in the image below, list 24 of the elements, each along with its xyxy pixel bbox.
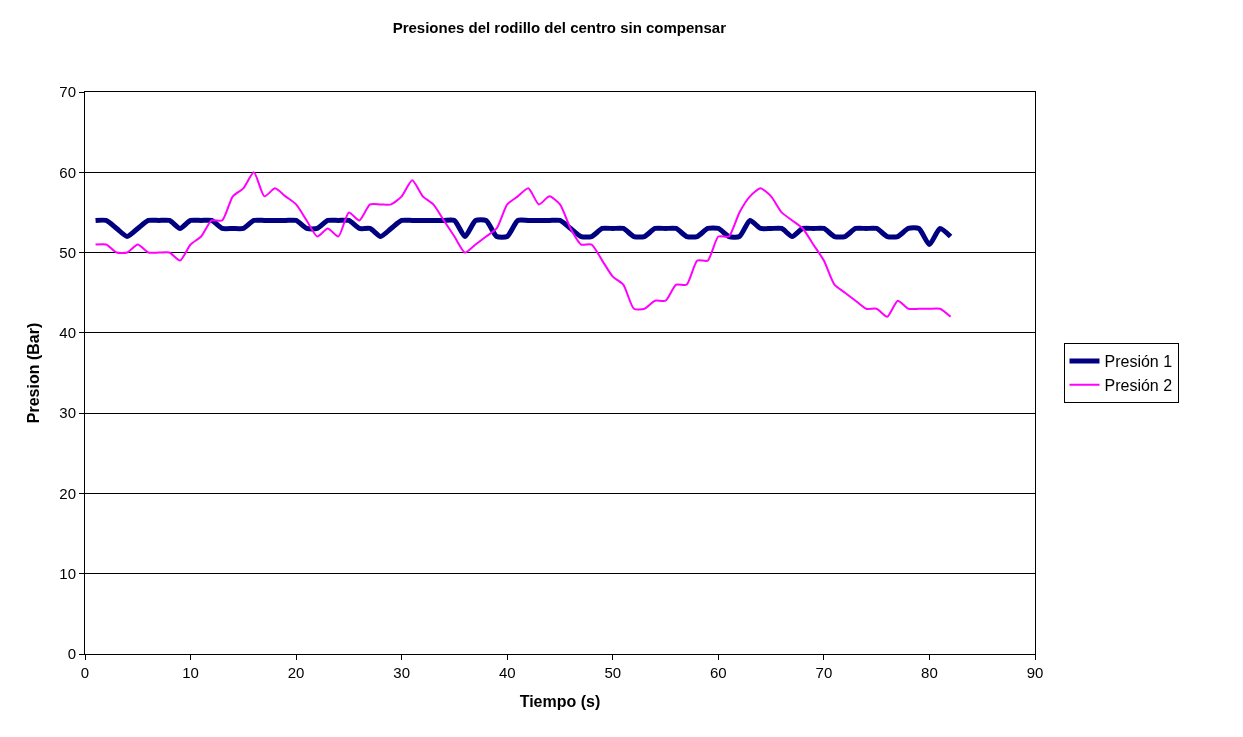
- x-axis-title: Tiempo (s): [519, 692, 601, 710]
- x-tick-label: 60: [709, 664, 727, 681]
- y-tick-label: 0: [67, 645, 76, 663]
- x-tick-label: 0: [80, 664, 90, 681]
- line-series: [94, 171, 952, 318]
- x-tick-label: 80: [921, 664, 938, 681]
- x-tick-label: 20: [287, 664, 305, 681]
- y-tick-label: 70: [59, 83, 76, 101]
- y-tick-label: 10: [59, 564, 76, 582]
- legend-label: Presión 1: [1104, 353, 1173, 371]
- y-tick-label: 60: [59, 163, 76, 181]
- x-tick-label: 70: [815, 664, 833, 681]
- chart-title: Presiones del rodillo del centro sin compensar: [392, 18, 727, 36]
- y-tick-label: 50: [59, 243, 76, 261]
- x-tick-label: 30: [393, 664, 411, 681]
- y-axis-title: Presion (Bar): [25, 322, 43, 424]
- x-tick-label: 90: [1026, 664, 1044, 681]
- x-tick-label: 40: [498, 664, 516, 681]
- x-tick-label: 50: [604, 664, 622, 681]
- legend-label: Presión 2: [1104, 376, 1173, 394]
- y-tick-label: 30: [59, 404, 76, 422]
- y-tick-label: 20: [59, 484, 76, 502]
- x-tick-label: 10: [182, 664, 199, 681]
- y-tick-label: 40: [59, 324, 76, 342]
